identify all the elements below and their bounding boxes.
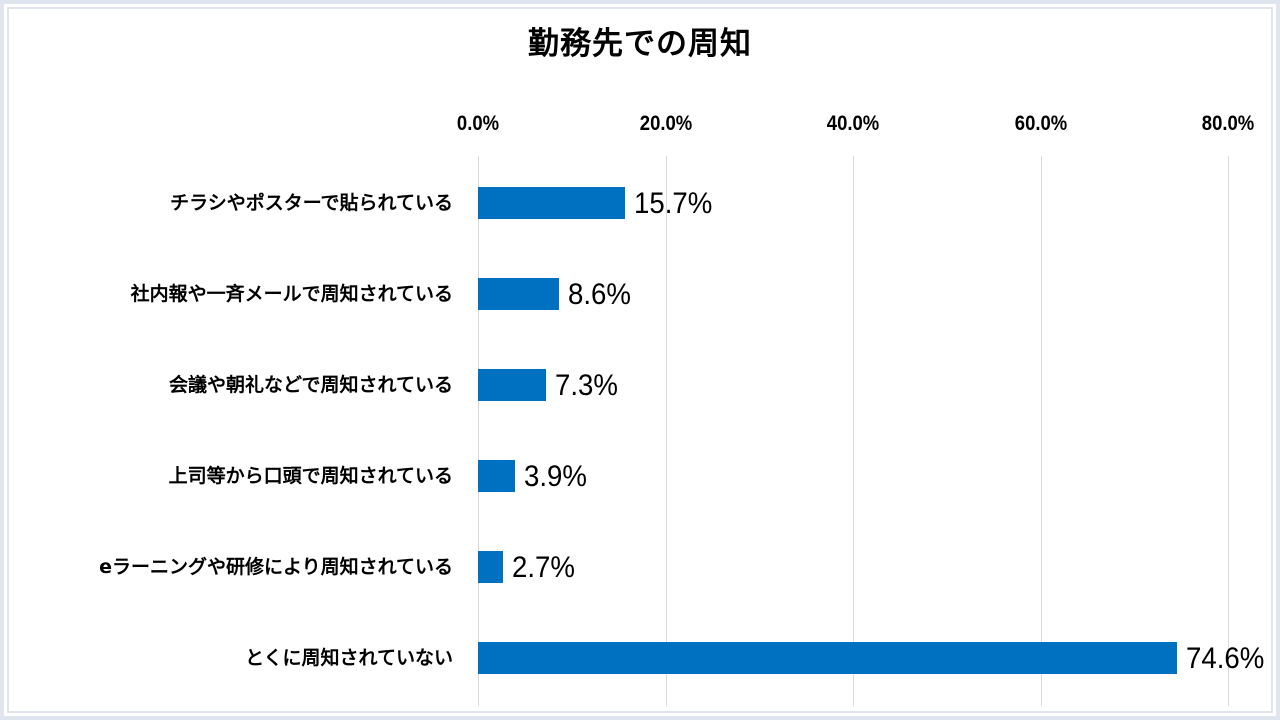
value-label: 74.6% [1186, 642, 1265, 675]
x-tick-label: 60.0% [1014, 112, 1067, 135]
bar [478, 278, 559, 310]
value-label: 3.9% [523, 460, 587, 493]
gridline [478, 156, 479, 706]
gridline [1040, 156, 1042, 706]
bar [478, 642, 1178, 674]
x-tick-label: 0.0% [456, 112, 500, 135]
gridline [853, 156, 854, 706]
bar [478, 369, 547, 401]
gridline [1228, 156, 1229, 706]
chart-inner-border [7, 7, 1273, 713]
category-label: 上司等から口頭で周知されている [168, 465, 453, 487]
x-tick-label: 20.0% [639, 112, 692, 135]
category-label: 社内報や一斉メールで周知されている [130, 283, 453, 305]
value-label: 7.3% [555, 369, 619, 402]
bar [478, 460, 515, 492]
x-tick-label: 40.0% [826, 112, 880, 135]
category-label: 会議や朝礼などで周知されている [168, 374, 453, 396]
category-label: eラーニングや研修により周知されている [99, 556, 453, 578]
category-label: チラシやポスターで貼られている [170, 192, 453, 214]
value-label: 8.6% [567, 278, 631, 311]
value-label: 15.7% [634, 187, 713, 220]
x-tick-label: 80.0% [1201, 112, 1255, 135]
bar [478, 551, 504, 583]
gridline [665, 156, 667, 706]
chart-title: 勤務先での周知 [528, 26, 752, 62]
value-label: 2.7% [512, 551, 576, 584]
bar [478, 187, 626, 219]
category-label: とくに周知されていない [245, 647, 453, 669]
